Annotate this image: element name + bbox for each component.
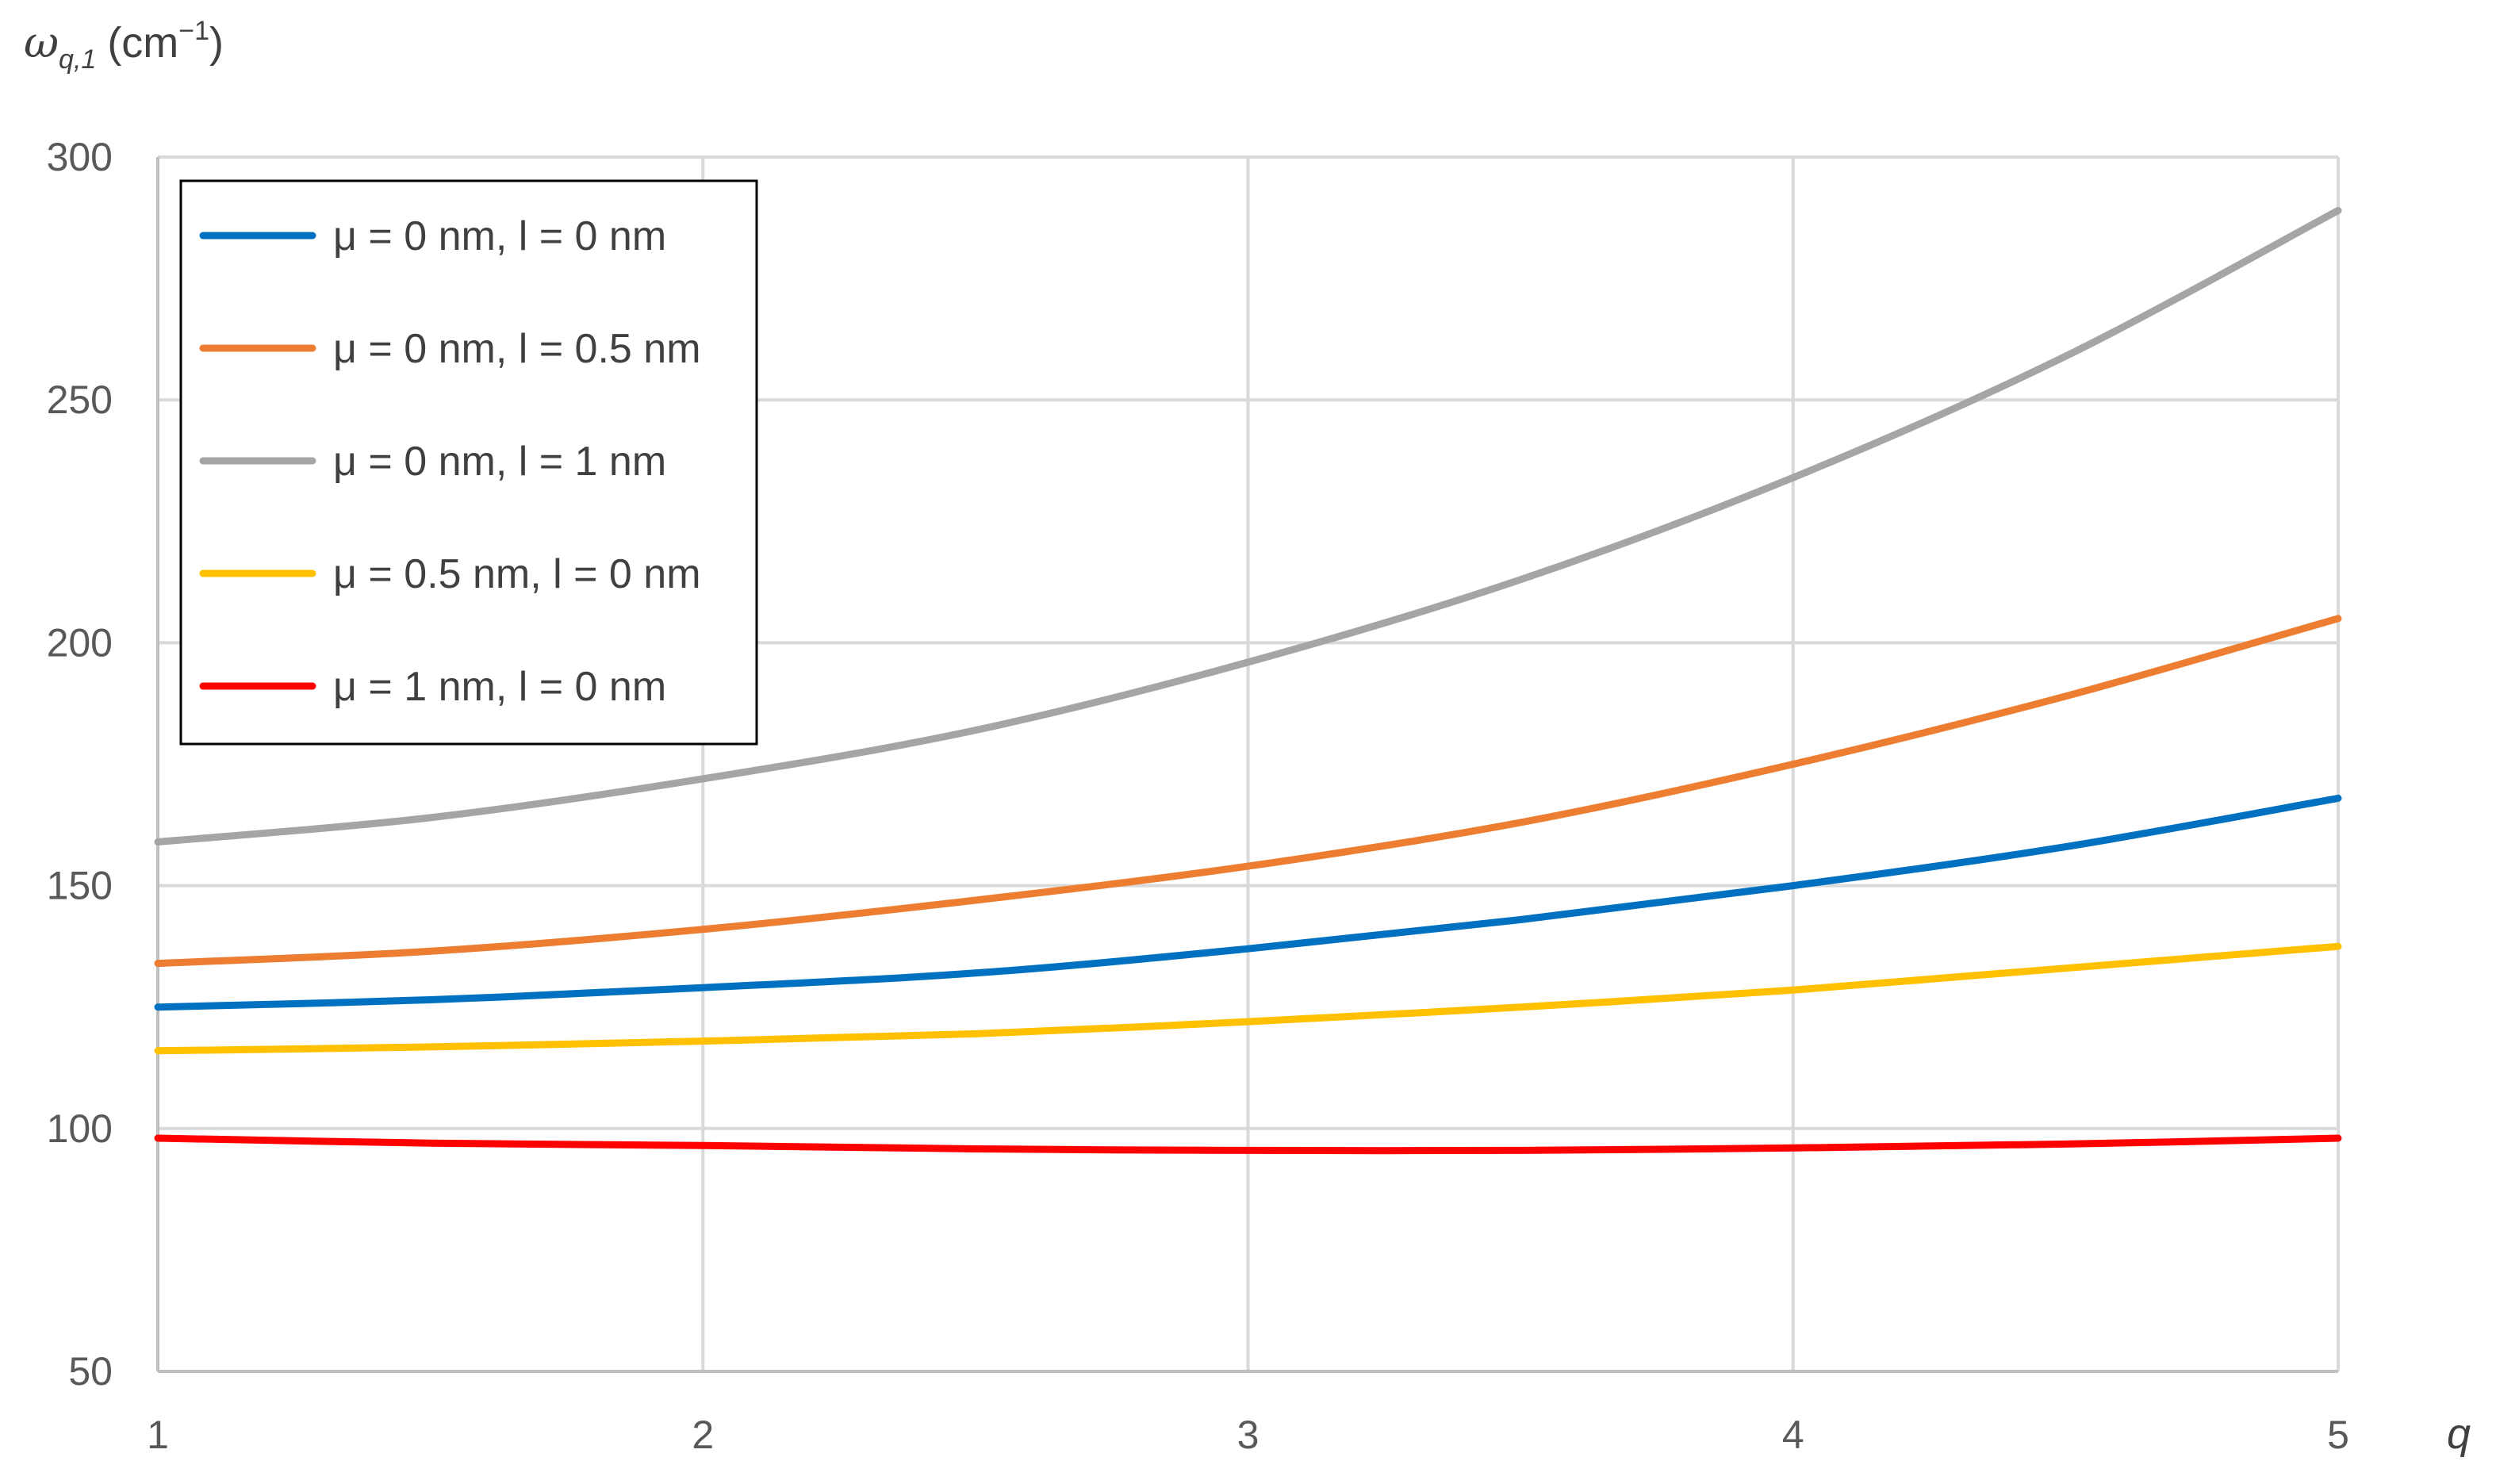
- y-axis-title-symbol: ω: [24, 17, 59, 67]
- series-lines: [154, 206, 2342, 1155]
- x-tick-label-1: 2: [692, 1413, 714, 1457]
- y-tick-label-4: 250: [47, 378, 113, 422]
- y-tick-label-0: 50: [68, 1349, 113, 1394]
- legend-items: μ = 0 nm, l = 0 nm μ = 0 nm, l = 0.5 nm μ …: [199, 213, 701, 710]
- legend: μ = 0 nm, l = 0 nm μ = 0 nm, l = 0.5 nm μ …: [179, 179, 758, 746]
- legend-label-3: μ = 0.5 nm, l = 0 nm: [333, 551, 701, 597]
- legend-label-4: μ = 1 nm, l = 0 nm: [333, 664, 666, 710]
- axes: [156, 157, 2338, 1373]
- series-line-2: [154, 206, 2342, 846]
- y-tick-label-2: 150: [47, 864, 113, 908]
- y-axis-title-superscript: −1: [178, 16, 209, 46]
- x-tick-label-3: 4: [1782, 1413, 1804, 1457]
- y-axis-title: ωq,1 (cm−1): [24, 16, 224, 75]
- tick-labels: 50 100 150 200 250 300 1 2 3 4 5: [47, 135, 2349, 1457]
- y-tick-label-1: 100: [47, 1106, 113, 1151]
- x-tick-label-4: 5: [2327, 1413, 2349, 1457]
- x-tick-label-2: 3: [1237, 1413, 1260, 1457]
- y-tick-label-3: 200: [47, 620, 113, 665]
- series-line-1: [154, 615, 2342, 968]
- y-axis-title-close: ): [209, 19, 224, 67]
- y-tick-label-5: 300: [47, 135, 113, 179]
- series-line-0: [154, 794, 2342, 1011]
- series-line-4: [154, 1134, 2342, 1155]
- series-line-3: [154, 942, 2342, 1055]
- legend-label-1: μ = 0 nm, l = 0.5 nm: [333, 326, 701, 372]
- legend-label-0: μ = 0 nm, l = 0 nm: [333, 213, 666, 259]
- y-axis-title-subscript: q,1: [59, 44, 96, 75]
- x-tick-label-0: 1: [147, 1413, 169, 1457]
- x-axis-title: q: [2447, 1410, 2471, 1458]
- y-axis-title-unit: (cm: [107, 19, 178, 67]
- legend-label-2: μ = 0 nm, l = 1 nm: [333, 439, 666, 485]
